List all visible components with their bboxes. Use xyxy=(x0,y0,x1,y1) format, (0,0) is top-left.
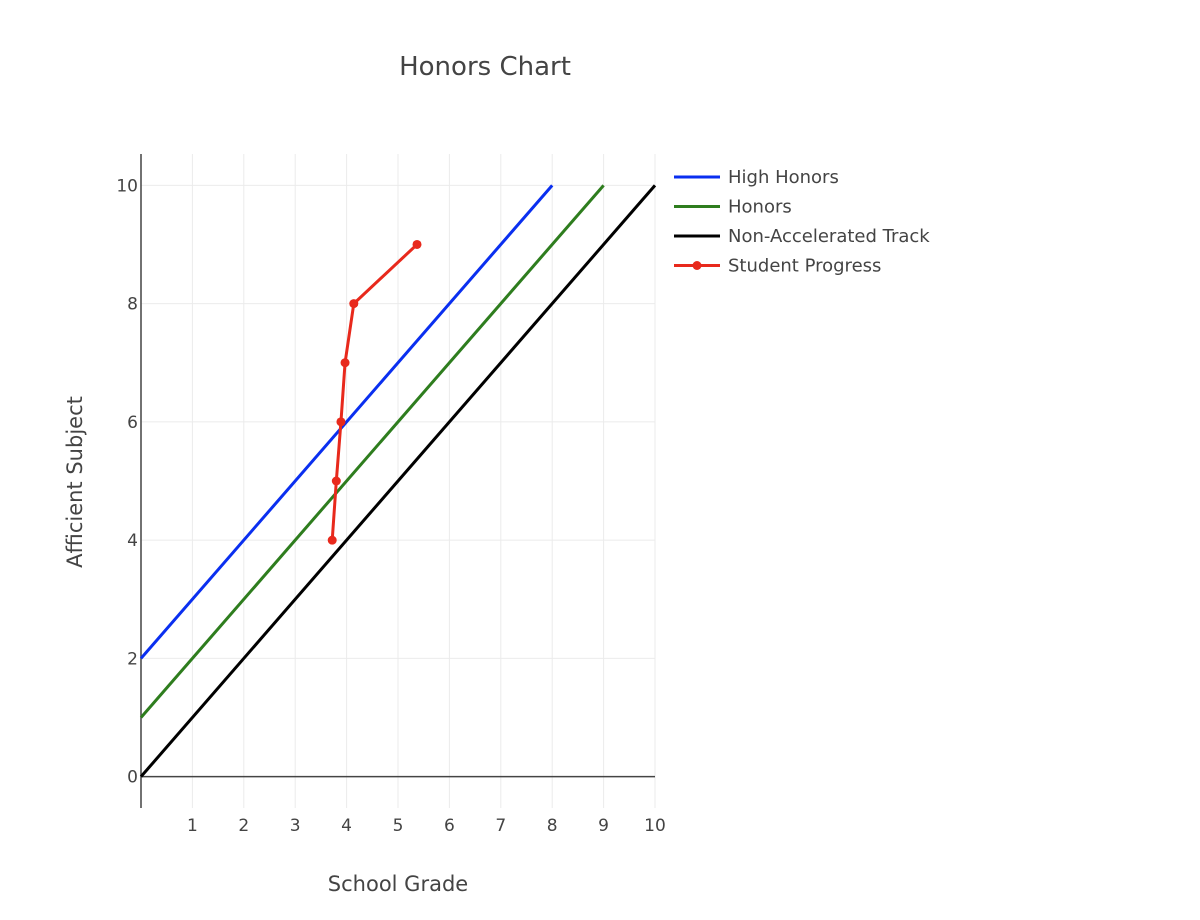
y-tick-label: 6 xyxy=(127,413,138,433)
x-tick-label: 3 xyxy=(290,816,301,836)
y-tick-label: 4 xyxy=(127,531,138,551)
y-axis-title: Afficient Subject xyxy=(63,396,87,568)
data-point xyxy=(331,476,341,486)
series-line xyxy=(139,184,554,660)
data-point xyxy=(336,417,346,427)
chart-title: Honors Chart xyxy=(399,52,571,82)
legend-item-label: Non-Accelerated Track xyxy=(728,226,930,247)
y-tick-label: 0 xyxy=(127,768,138,788)
x-tick-label: 9 xyxy=(598,816,609,836)
data-point xyxy=(327,535,337,545)
x-tick-label: 8 xyxy=(547,816,558,836)
legend-item-label: High Honors xyxy=(728,167,839,188)
series-line xyxy=(139,184,657,778)
legend-item-label: Honors xyxy=(728,197,792,218)
legend-item-label: Student Progress xyxy=(728,256,881,277)
data-point xyxy=(412,239,422,249)
x-tick-label: 5 xyxy=(393,816,404,836)
x-tick-labels: 1 2 3 4 5 6 7 8 9 10 xyxy=(187,816,666,836)
series-line xyxy=(330,243,419,541)
x-tick-label: 7 xyxy=(495,816,506,836)
data-point xyxy=(349,299,359,309)
x-tick-label: 2 xyxy=(238,816,249,836)
series-line xyxy=(139,184,605,719)
data-point xyxy=(340,358,350,368)
y-tick-label: 8 xyxy=(127,295,138,315)
legend-marker xyxy=(692,261,702,270)
axes xyxy=(140,154,655,808)
series-lines xyxy=(139,184,657,778)
x-axis-title: School Grade xyxy=(328,872,468,896)
x-tick-label: 1 xyxy=(187,816,198,836)
x-tick-label: 10 xyxy=(644,816,666,836)
legend: High Honors Honors Non-Accelerated Track St… xyxy=(674,167,930,277)
x-tick-label: 4 xyxy=(341,816,352,836)
x-tick-label: 6 xyxy=(444,816,455,836)
y-tick-labels: 0 2 4 6 8 10 xyxy=(116,176,138,787)
y-tick-label: 2 xyxy=(127,649,138,669)
y-tick-label: 10 xyxy=(116,176,138,196)
